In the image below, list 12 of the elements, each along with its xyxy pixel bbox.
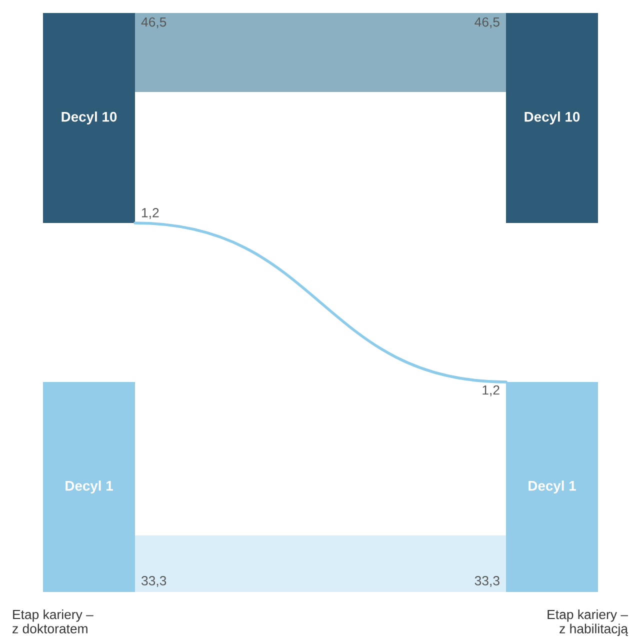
category-label: Decyl 10 xyxy=(62,112,117,124)
data-label: 33,3 xyxy=(142,576,166,587)
category-label: Decyl 1 xyxy=(528,480,576,494)
category-label: Decyl 1 xyxy=(66,480,113,494)
text: Etap kariery – z habilitacją xyxy=(548,609,628,636)
text: Etap kariery – z doktoratem xyxy=(12,609,94,634)
data-label: 46,5 xyxy=(141,17,166,28)
text: 1,2 xyxy=(142,208,159,219)
category-label: Decyl 10 xyxy=(524,112,580,124)
text: 46,5 xyxy=(474,17,500,28)
text: 33,3 xyxy=(474,576,500,587)
data-label: 1,2 xyxy=(482,385,500,396)
